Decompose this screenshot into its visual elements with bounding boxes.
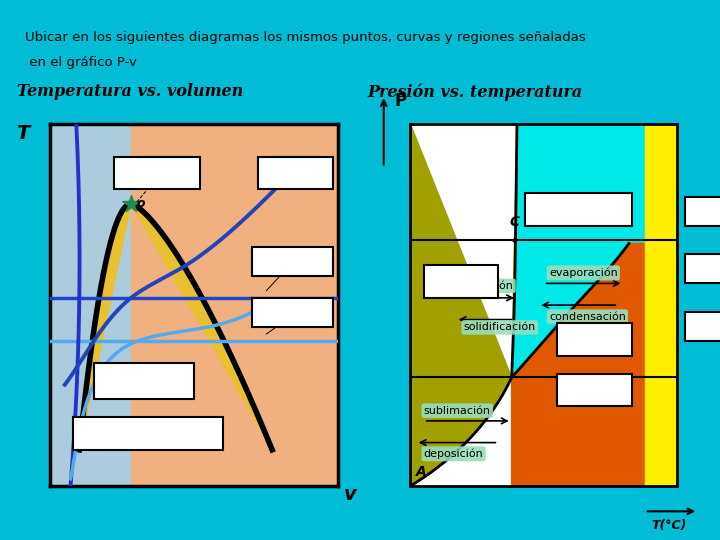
- Bar: [685, 197, 720, 226]
- Text: C: C: [509, 215, 519, 229]
- Text: en el gráfico P-v: en el gráfico P-v: [24, 56, 137, 69]
- Polygon shape: [410, 377, 512, 486]
- Text: A: A: [415, 465, 426, 479]
- Polygon shape: [131, 124, 338, 486]
- Text: fusión: fusión: [480, 281, 513, 291]
- Text: condensación: condensación: [549, 312, 626, 322]
- Bar: [685, 312, 720, 341]
- Bar: [114, 157, 200, 190]
- Bar: [94, 363, 194, 399]
- Text: evaporación: evaporación: [549, 268, 618, 278]
- Polygon shape: [512, 124, 677, 377]
- Bar: [685, 254, 720, 284]
- Text: T(°C): T(°C): [651, 519, 686, 532]
- Bar: [557, 323, 631, 356]
- Polygon shape: [645, 124, 677, 486]
- Text: o: o: [137, 198, 145, 211]
- Text: T: T: [16, 124, 29, 143]
- Text: Temperatura vs. volumen: Temperatura vs. volumen: [17, 83, 243, 100]
- Polygon shape: [512, 244, 677, 486]
- Text: solidificación: solidificación: [464, 322, 536, 333]
- Bar: [252, 298, 333, 327]
- Text: Presión vs. temperatura: Presión vs. temperatura: [367, 83, 582, 100]
- Bar: [252, 247, 333, 276]
- Text: P: P: [395, 92, 407, 110]
- Bar: [423, 265, 498, 298]
- Text: v: v: [344, 485, 357, 504]
- Bar: [258, 157, 333, 190]
- Text: deposición: deposición: [423, 449, 483, 459]
- Bar: [525, 193, 631, 226]
- Bar: [557, 374, 631, 407]
- Polygon shape: [410, 124, 517, 486]
- Text: sublimación: sublimación: [423, 406, 491, 416]
- Polygon shape: [79, 204, 272, 450]
- Text: Ubicar en los siguientes diagramas los mismos puntos, curvas y regiones señalada: Ubicar en los siguientes diagramas los m…: [24, 31, 585, 44]
- Bar: [73, 417, 223, 450]
